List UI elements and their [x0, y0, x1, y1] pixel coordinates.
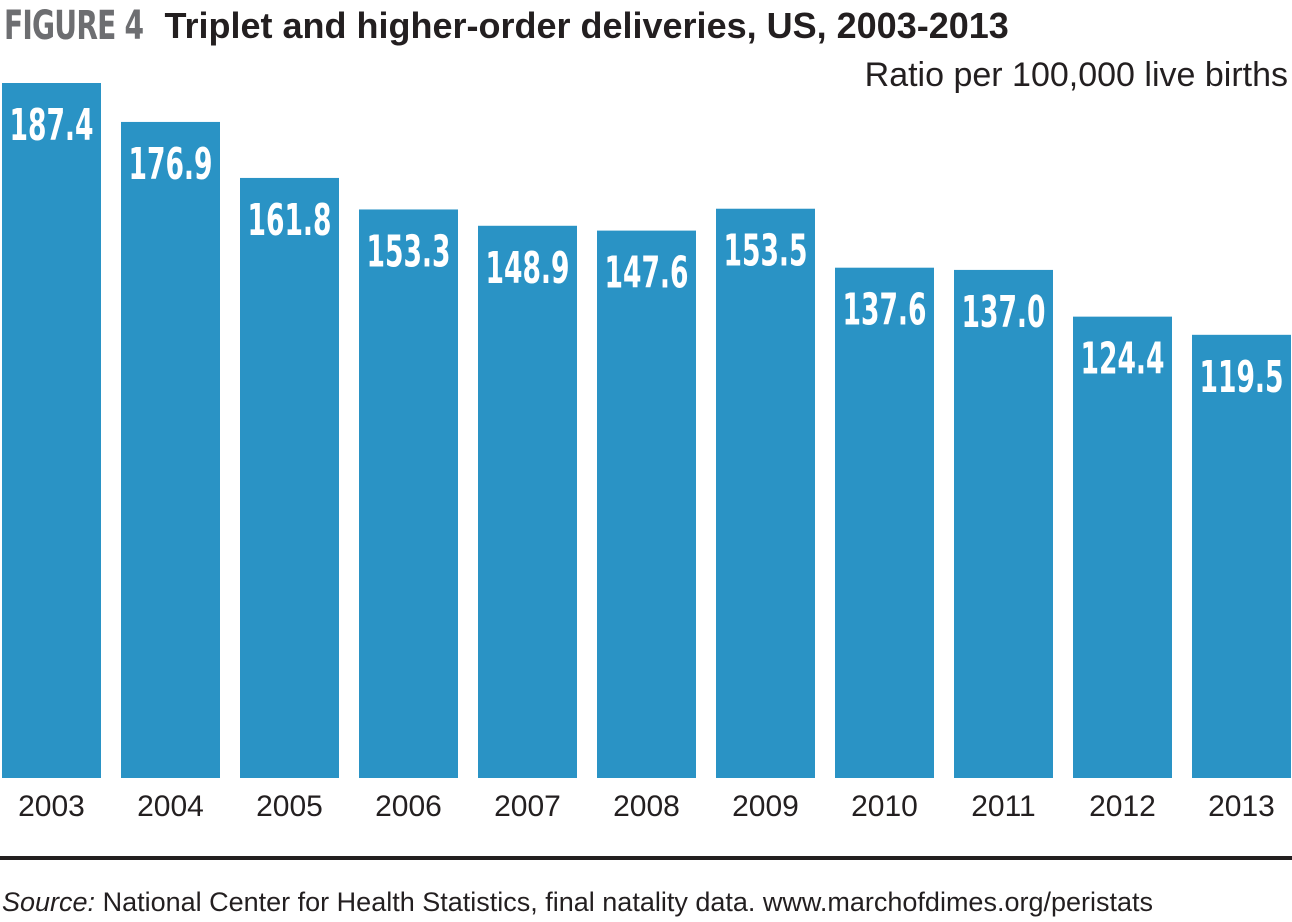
bar-chart: 187.4 176.9 161.8 153.3 148.9 147.6 153.5 137.6… — [2, 83, 1291, 823]
bar-2012 — [1073, 316, 1172, 778]
source-text: National Center for Health Statistics, f… — [95, 887, 1154, 917]
bar-2007 — [478, 225, 577, 778]
value-label-2007: 148.9 — [486, 243, 570, 294]
bar-2003 — [2, 83, 101, 778]
category-labels-group: 2003 2004 2005 2006 2007 2008 2009 2010 2011 2012… — [18, 790, 1275, 823]
bar-2009 — [716, 208, 815, 779]
value-label-2009: 153.5 — [724, 226, 808, 277]
value-label-2008: 147.6 — [605, 248, 689, 299]
divider-line — [0, 856, 1292, 860]
title-row: FIGURE 4 Triplet and higher-order delive… — [4, 2, 1009, 50]
bar-2005 — [240, 177, 339, 779]
category-label-2010: 2010 — [851, 790, 918, 823]
value-label-2005: 161.8 — [248, 195, 332, 246]
value-label-2003: 187.4 — [10, 100, 94, 151]
value-label-2010: 137.6 — [843, 285, 927, 336]
chart-title: Triplet and higher-order deliveries, US,… — [164, 5, 1009, 46]
value-label-2011: 137.0 — [962, 287, 1046, 338]
value-label-2006: 153.3 — [367, 226, 451, 277]
value-labels-group: 187.4 176.9 161.8 153.3 148.9 147.6 153.5 137.6… — [10, 100, 1284, 403]
category-label-2005: 2005 — [256, 790, 323, 823]
category-label-2012: 2012 — [1089, 790, 1156, 823]
source-note: Source: National Center for Health Stati… — [2, 887, 1153, 918]
bar-2006 — [359, 209, 458, 778]
bar-2011 — [954, 269, 1053, 778]
category-label-2013: 2013 — [1208, 790, 1275, 823]
category-label-2009: 2009 — [732, 790, 799, 823]
bar-2004 — [121, 121, 220, 778]
category-label-2004: 2004 — [137, 790, 204, 823]
bar-2010 — [835, 267, 934, 778]
bar-2013 — [1192, 334, 1291, 778]
category-label-2006: 2006 — [375, 790, 442, 823]
bar-2008 — [597, 230, 696, 778]
source-prefix: Source: — [2, 887, 96, 917]
category-label-2008: 2008 — [613, 790, 680, 823]
category-label-2003: 2003 — [18, 790, 85, 823]
category-label-2007: 2007 — [494, 790, 561, 823]
bars-group — [2, 83, 1291, 779]
value-label-2012: 124.4 — [1081, 334, 1165, 385]
y-axis-unit-label: Ratio per 100,000 live births — [864, 56, 1288, 94]
value-label-2004: 176.9 — [129, 139, 213, 190]
category-label-2011: 2011 — [971, 790, 1036, 823]
value-label-2013: 119.5 — [1200, 352, 1284, 403]
